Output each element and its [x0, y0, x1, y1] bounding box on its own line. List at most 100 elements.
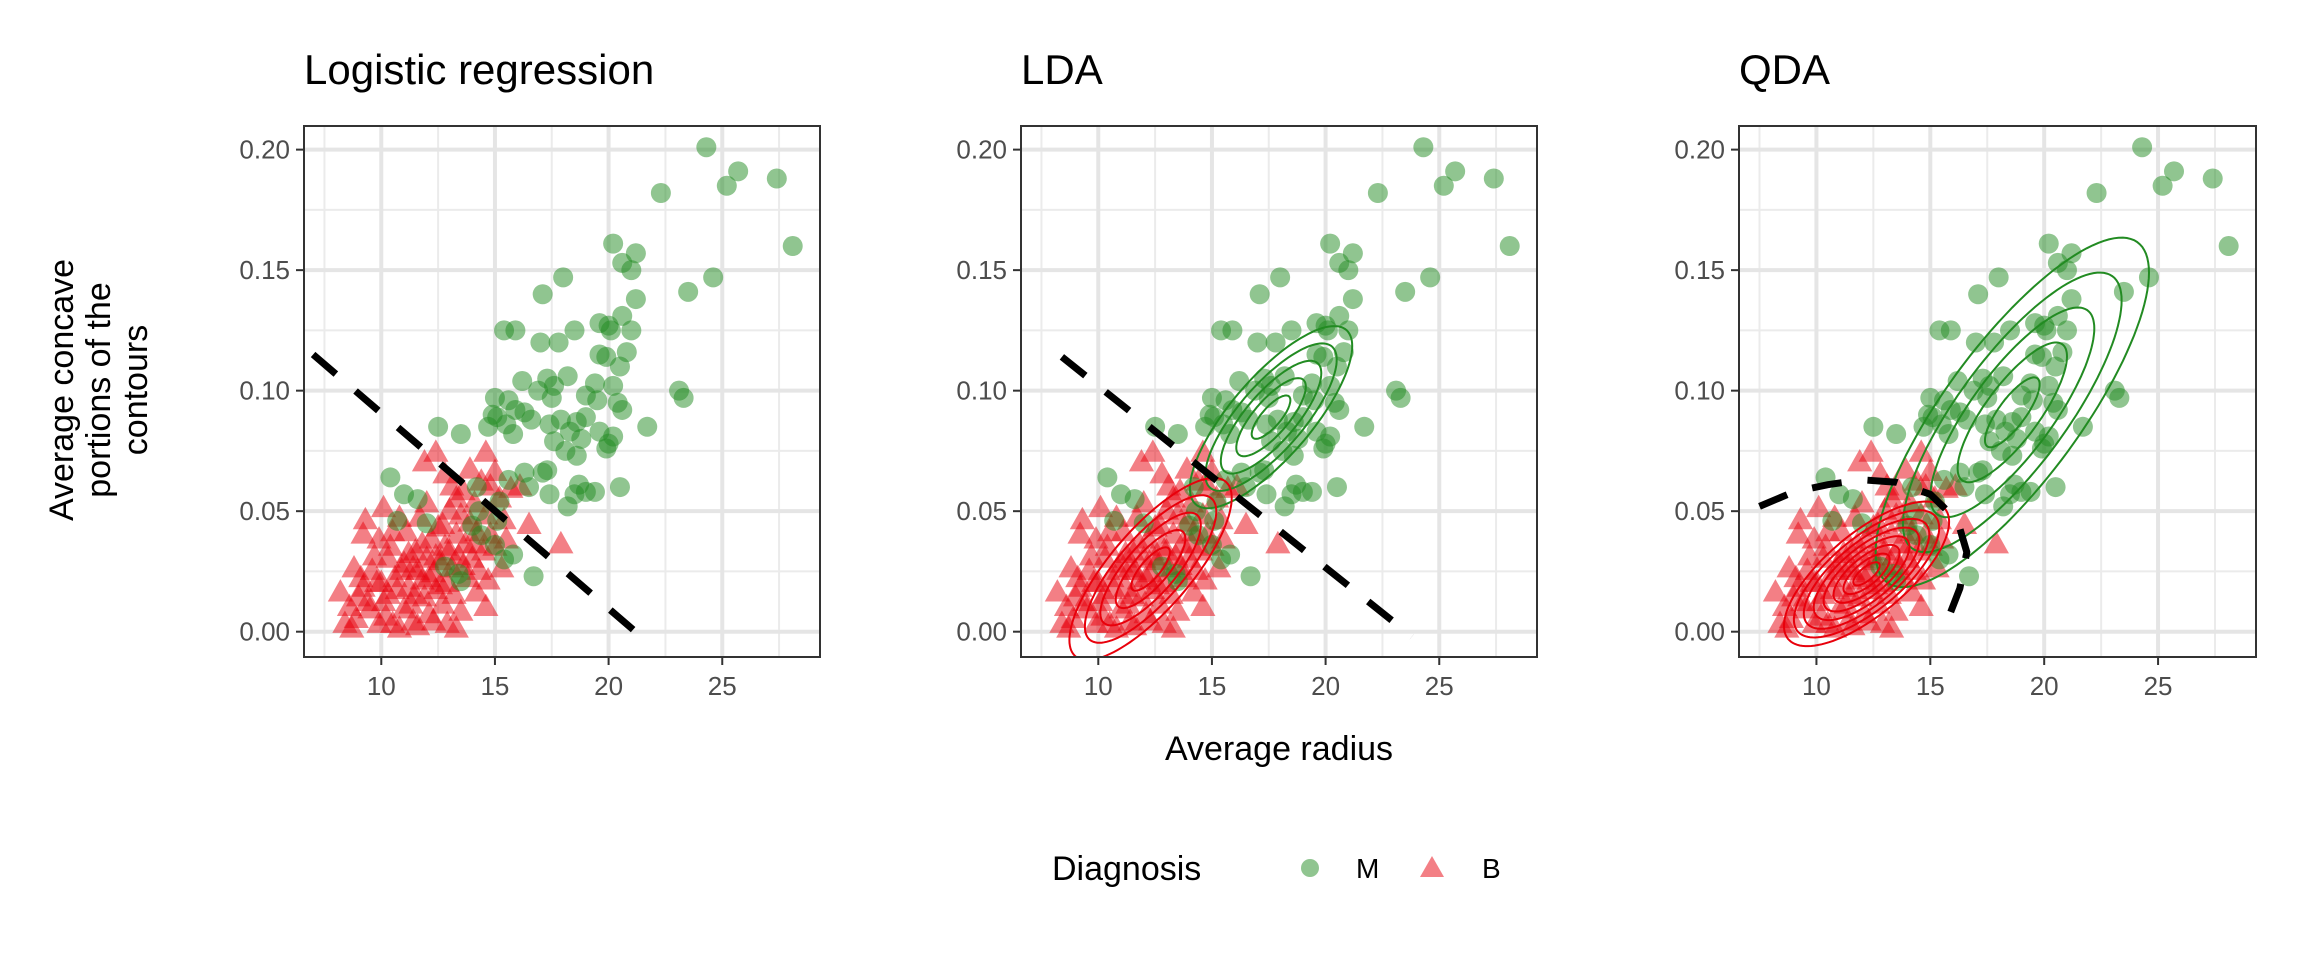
point-m — [1236, 477, 1257, 498]
point-b — [352, 506, 378, 530]
point-m — [766, 168, 787, 189]
point-m — [1947, 371, 1968, 392]
point-b — [361, 542, 388, 566]
point-b — [1069, 506, 1095, 530]
point-m — [621, 260, 642, 281]
point-m — [539, 484, 560, 505]
point-m — [1968, 284, 1989, 305]
point-b — [1126, 530, 1152, 554]
legend-key-b-triangle-icon — [1420, 856, 1444, 877]
point-m — [2045, 477, 2066, 498]
point-b — [1265, 530, 1291, 554]
point-m — [1320, 233, 1341, 254]
y-tick-label: 0.15 — [956, 255, 1007, 285]
plot-area — [1044, 137, 1520, 657]
point-b — [457, 456, 483, 479]
point-m — [2056, 260, 2077, 281]
point-m — [782, 236, 803, 257]
panel-3: 10 15 20 25 0.00 0.05 0.10 0.15 0.20 QDA — [1674, 46, 2257, 701]
point-m — [466, 477, 487, 498]
y-axis-title-line-2: portions of the — [80, 282, 118, 497]
point-b — [1826, 595, 1852, 619]
point-m — [1822, 510, 1843, 531]
point-m — [519, 477, 540, 498]
point-m — [625, 289, 646, 310]
point-m — [596, 438, 617, 459]
point-b — [427, 571, 453, 595]
point-b — [355, 588, 381, 612]
point-b — [1810, 581, 1836, 604]
point-m — [1354, 416, 1375, 437]
point-m — [1933, 469, 1954, 490]
point-m — [1304, 390, 1325, 411]
point-m — [2011, 407, 2032, 428]
point-m — [505, 320, 526, 341]
point-b — [380, 518, 406, 542]
point-m — [1965, 332, 1986, 353]
point-m — [2038, 233, 2059, 254]
point-m — [1281, 320, 1302, 341]
point-m — [523, 566, 544, 587]
point-b — [1174, 456, 1200, 479]
point-b — [1951, 511, 1978, 535]
x-tick-label: 15 — [480, 671, 509, 701]
point-m — [2006, 428, 2027, 449]
point-b — [400, 555, 426, 578]
point-b — [1140, 439, 1166, 462]
point-b — [341, 555, 367, 578]
point-b — [1044, 579, 1070, 602]
contour-b — [1083, 494, 1218, 644]
point-b — [366, 526, 392, 549]
point-m — [2038, 375, 2059, 396]
panel-2: 10 15 20 25 0.00 0.05 0.10 0.15 0.20 LDA — [956, 46, 1538, 701]
point-m — [450, 424, 471, 445]
point-m — [1222, 320, 1243, 341]
point-m — [532, 284, 553, 305]
point-m — [603, 375, 624, 396]
point-m — [2152, 175, 2173, 196]
point-m — [1258, 387, 1279, 408]
point-b — [409, 530, 435, 554]
point-b — [1144, 571, 1170, 595]
y-tick-label: 0.20 — [239, 135, 290, 165]
x-tick-label: 25 — [2144, 671, 2173, 701]
point-b — [548, 530, 574, 554]
point-m — [1433, 175, 1454, 196]
point-m — [380, 467, 401, 488]
point-m — [557, 496, 578, 517]
contour-m — [1250, 394, 1292, 440]
point-m — [1104, 510, 1125, 531]
y-tick-label: 0.05 — [1674, 496, 1725, 526]
point-b — [375, 581, 401, 604]
y-axis-title-line-1: Average concave — [43, 259, 81, 521]
point-m — [2036, 320, 2057, 341]
point-m — [521, 409, 542, 430]
point-m — [1499, 236, 1520, 257]
legend-label-m: M — [1356, 853, 1379, 884]
contour-m — [1901, 271, 2123, 554]
point-m — [1274, 496, 1295, 517]
point-m — [1240, 566, 1261, 587]
point-b — [1190, 593, 1216, 616]
point-b — [350, 521, 376, 544]
point-m — [1338, 320, 1359, 341]
legend-label-b: B — [1482, 853, 1501, 884]
point-b — [380, 610, 406, 633]
point-b — [1067, 521, 1093, 544]
point-m — [1265, 332, 1286, 353]
contour-b — [1812, 526, 1921, 622]
point-b — [1899, 579, 1925, 602]
point-m — [566, 445, 587, 466]
point-m — [1124, 489, 1145, 510]
point-b — [391, 595, 417, 619]
point-m — [1220, 544, 1241, 565]
contour-m — [1188, 325, 1354, 510]
point-m — [1940, 320, 1961, 341]
y-tick-label: 0.05 — [956, 496, 1007, 526]
point-m — [2011, 481, 2032, 502]
y-tick-label: 0.15 — [239, 255, 290, 285]
point-m — [600, 320, 621, 341]
point-b — [327, 579, 353, 602]
point-m — [650, 183, 671, 204]
point-b — [1878, 615, 1905, 638]
